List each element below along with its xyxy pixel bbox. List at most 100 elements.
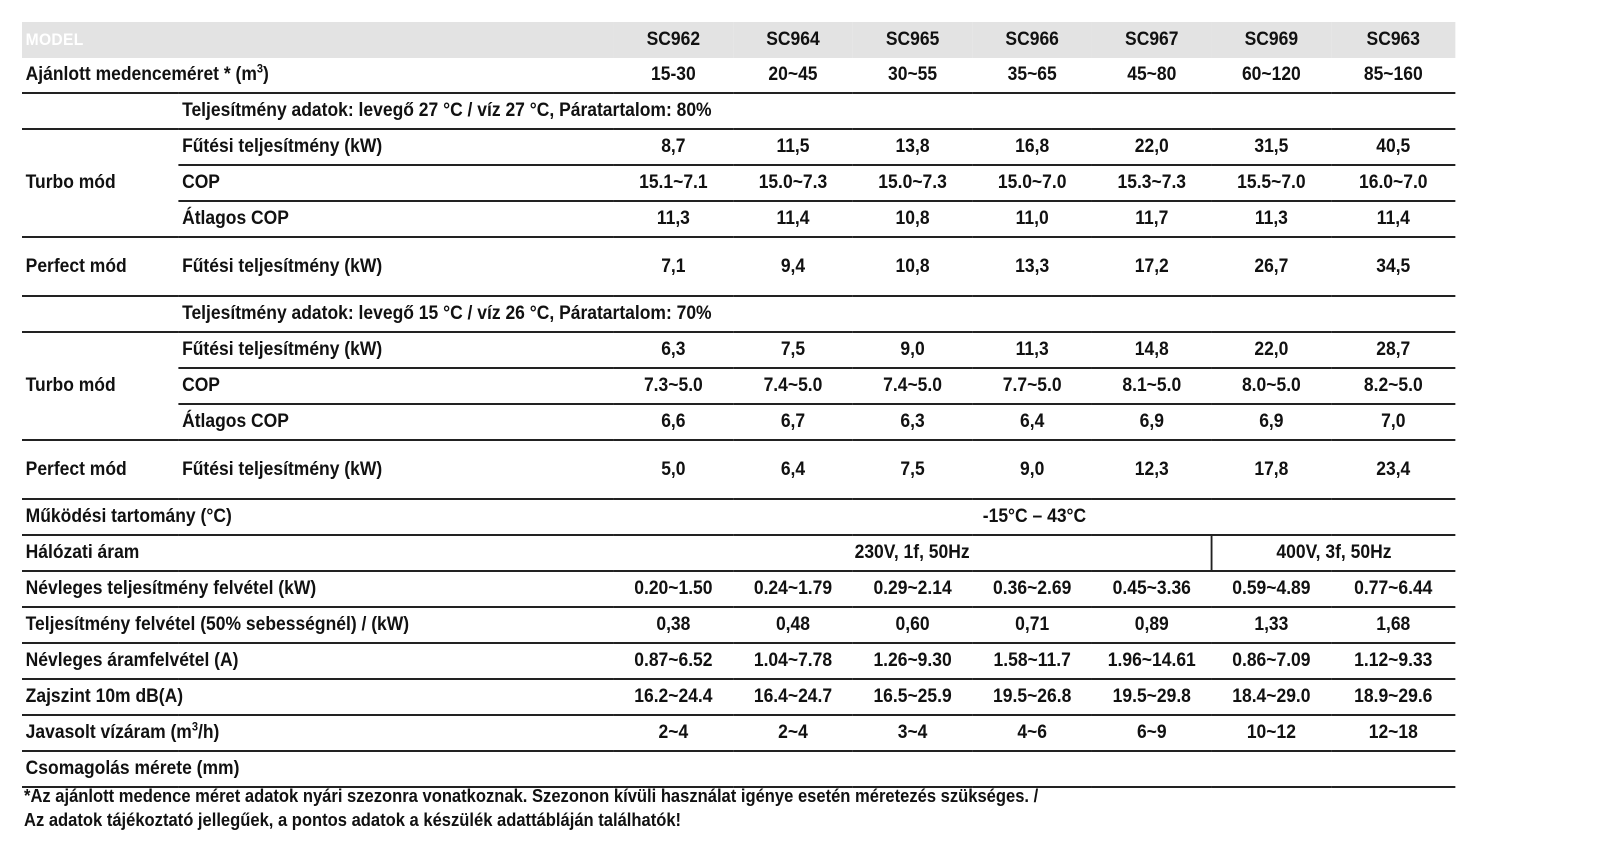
table-cell: 9,0 xyxy=(972,440,1092,500)
table-cell: 1,68 xyxy=(1331,607,1456,644)
table-cell: 15-30 xyxy=(613,58,734,94)
row-label: Hálózati áram xyxy=(22,535,614,572)
condition-row-2: Teljesítmény adatok: levegő 15 °C / víz … xyxy=(22,296,1456,333)
pool-size-label-sup: 3 xyxy=(256,61,264,76)
footnote-line: *Az ajánlott medence méret adatok nyári … xyxy=(24,786,1039,806)
empty-cell xyxy=(613,751,1456,788)
table-cell: 2~4 xyxy=(613,715,734,752)
table-row: Perfect mód Fűtési teljesítmény (kW) 7,1… xyxy=(22,237,1456,297)
footnote-line: Az adatok tájékoztató jellegűek, a ponto… xyxy=(24,810,682,830)
table-cell: 35~65 xyxy=(972,58,1092,94)
table-cell: 8.1~5.0 xyxy=(1091,368,1212,405)
table-cell: 28,7 xyxy=(1331,332,1456,369)
condition-text: Teljesítmény adatok: levegő 27 °C / víz … xyxy=(178,93,1456,130)
table-cell: 17,8 xyxy=(1211,440,1332,500)
footnote: *Az ajánlott medence méret adatok nyári … xyxy=(24,784,1038,832)
table-cell: 9,4 xyxy=(733,237,853,297)
model-name: SC969 xyxy=(1211,22,1332,58)
table-cell: 7,5 xyxy=(733,332,853,369)
table-cell: 6,3 xyxy=(852,404,973,441)
table-cell: 6,3 xyxy=(613,332,734,369)
table-cell: 1.12~9.33 xyxy=(1331,643,1456,680)
condition-text: Teljesítmény adatok: levegő 15 °C / víz … xyxy=(178,296,1456,333)
operating-range-row: Működési tartomány (°C) -15°C – 43°C xyxy=(22,499,1456,536)
pool-size-label-close: ) xyxy=(263,64,269,85)
table-cell: 10,8 xyxy=(852,201,973,238)
water-flow-label: Javasolt vízáram (m3/h) xyxy=(22,715,614,752)
power-supply-row: Hálózati áram 230V, 1f, 50Hz 400V, 3f, 5… xyxy=(22,535,1456,572)
table-cell: 11,3 xyxy=(613,201,734,238)
table-cell: 15.0~7.0 xyxy=(972,165,1092,202)
table-cell: 0,71 xyxy=(972,607,1092,644)
perfect-mode-label: Perfect mód xyxy=(22,237,179,297)
table-cell: 26,7 xyxy=(1211,237,1332,297)
table-cell: 85~160 xyxy=(1331,58,1456,94)
table-cell: 12,3 xyxy=(1091,440,1212,500)
table-cell: 0,38 xyxy=(613,607,734,644)
table-cell: 6,6 xyxy=(613,404,734,441)
single-phase-value: 230V, 1f, 50Hz xyxy=(613,535,1213,572)
water-flow-label-text: Javasolt vízáram (m xyxy=(25,722,192,743)
table-cell: 0.24~1.79 xyxy=(733,571,853,608)
table-cell: 11,3 xyxy=(1211,201,1332,238)
table-cell: 8.0~5.0 xyxy=(1211,368,1332,405)
table-cell: 11,5 xyxy=(733,129,853,166)
table-cell: 40,5 xyxy=(1331,129,1456,166)
table-cell: 30~55 xyxy=(852,58,973,94)
pool-size-label-text: Ajánlott medenceméret * (m xyxy=(25,64,257,85)
turbo-mode-label: Turbo mód xyxy=(22,129,179,238)
model-name: SC966 xyxy=(972,22,1092,58)
table-row: Turbo mód Fűtési teljesítmény (kW) 6,3 7… xyxy=(22,332,1456,441)
table-cell: 9,0 xyxy=(852,332,973,369)
table-cell: 12~18 xyxy=(1331,715,1456,752)
table-cell: 34,5 xyxy=(1331,237,1456,297)
table-cell: 10~12 xyxy=(1211,715,1332,752)
model-name: SC963 xyxy=(1331,22,1456,58)
table-cell: 18.4~29.0 xyxy=(1211,679,1332,716)
row-label: Névleges áramfelvétel (A) xyxy=(22,643,614,680)
table-cell: 18.9~29.6 xyxy=(1331,679,1456,716)
model-header-row: MODEL SC962 SC964 SC965 SC966 SC967 SC96… xyxy=(22,22,1456,58)
table-cell: 8.2~5.0 xyxy=(1331,368,1456,405)
table-cell: 3~4 xyxy=(852,715,973,752)
table-cell: 17,2 xyxy=(1091,237,1212,297)
perfect-mode-label: Perfect mód xyxy=(22,440,179,500)
water-flow-label-close: /h) xyxy=(197,722,220,743)
table-cell: 0.77~6.44 xyxy=(1331,571,1456,608)
model-name: SC965 xyxy=(852,22,973,58)
table-cell: 6,9 xyxy=(1211,404,1332,441)
table-cell: 1.26~9.30 xyxy=(852,643,973,680)
rated-current-row: Névleges áramfelvétel (A) 0.87~6.52 1.04… xyxy=(22,643,1456,680)
table-cell: 16.4~24.7 xyxy=(733,679,853,716)
row-label: Fűtési teljesítmény (kW) xyxy=(178,237,614,297)
three-phase-value: 400V, 3f, 50Hz xyxy=(1211,535,1456,572)
table-cell: 11,7 xyxy=(1091,201,1212,238)
table-cell: 16.2~24.4 xyxy=(613,679,734,716)
table-cell: 10,8 xyxy=(852,237,973,297)
table-cell: 7,5 xyxy=(852,440,973,500)
table-cell: 19.5~26.8 xyxy=(972,679,1092,716)
table-cell: 16,8 xyxy=(972,129,1092,166)
row-label: Működési tartomány (°C) xyxy=(22,499,614,536)
row-label: COP xyxy=(178,368,614,405)
table-cell: 0.86~7.09 xyxy=(1211,643,1332,680)
table-cell: 13,8 xyxy=(852,129,973,166)
row-label: Átlagos COP xyxy=(178,201,614,238)
table-cell: 14,8 xyxy=(1091,332,1212,369)
table-cell: 11,3 xyxy=(972,332,1092,369)
table-cell: 15.1~7.1 xyxy=(613,165,734,202)
table-row: Átlagos COP 6,6 6,7 6,3 6,4 6,9 6,9 7,0 xyxy=(22,404,1456,441)
row-label: Teljesítmény felvétel (50% sebességnél) … xyxy=(22,607,614,644)
table-cell: 0,48 xyxy=(733,607,853,644)
row-label: Fűtési teljesítmény (kW) xyxy=(178,129,614,166)
row-label: COP xyxy=(178,165,614,202)
table-cell: 22,0 xyxy=(1091,129,1212,166)
table-cell: 19.5~29.8 xyxy=(1091,679,1212,716)
model-name: SC962 xyxy=(613,22,734,58)
table-cell: 11,4 xyxy=(1331,201,1456,238)
model-label: MODEL xyxy=(22,22,614,58)
operating-range-value: -15°C – 43°C xyxy=(613,499,1456,536)
table-cell: 0.45~3.36 xyxy=(1091,571,1212,608)
table-row: COP 15.1~7.1 15.0~7.3 15.0~7.3 15.0~7.0 … xyxy=(22,165,1456,202)
table-cell: 11,4 xyxy=(733,201,853,238)
